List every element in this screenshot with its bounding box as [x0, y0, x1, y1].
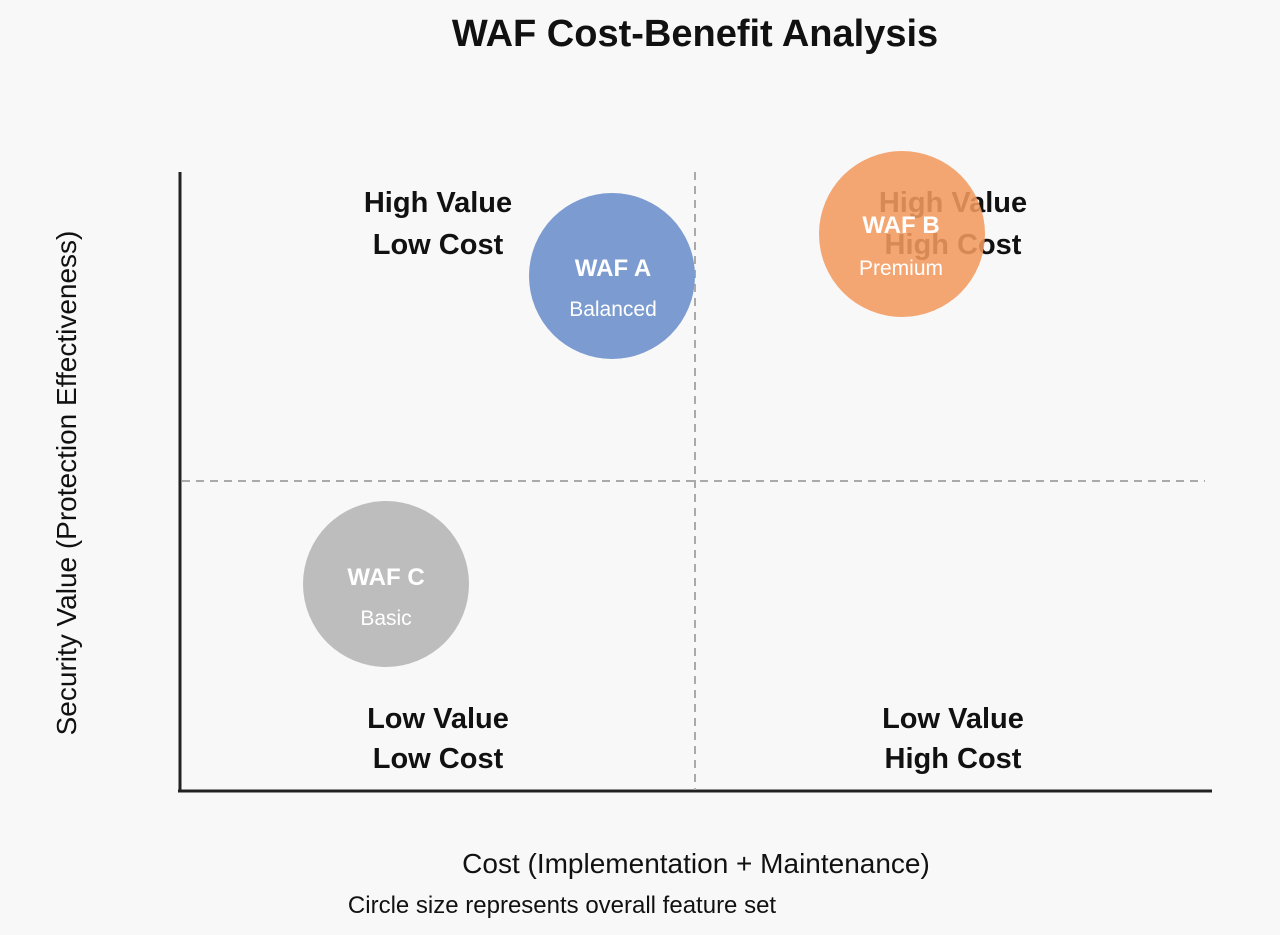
bubble-waf-b-circle	[819, 151, 985, 317]
bubble-waf-a: WAF A Balanced	[529, 193, 695, 359]
bubble-waf-a-subtitle: Balanced	[569, 298, 657, 321]
bubble-waf-c-subtitle: Basic	[360, 607, 411, 630]
quadrant-top-left-line1: High Value	[364, 187, 512, 219]
quadrant-bottom-right-line1: Low Value	[882, 703, 1024, 735]
bubble-waf-a-circle	[529, 193, 695, 359]
bubble-waf-c: WAF C Basic	[303, 501, 469, 667]
bubble-waf-b: WAF B Premium	[819, 151, 985, 317]
quadrant-bottom-left-line2: Low Cost	[373, 743, 504, 775]
bubble-waf-a-name: WAF A	[575, 255, 651, 282]
diagram-title: WAF Cost-Benefit Analysis	[452, 13, 938, 55]
bubble-waf-b-name: WAF B	[862, 212, 939, 239]
bubble-waf-c-name: WAF C	[347, 564, 424, 591]
bubble-waf-b-subtitle: Premium	[859, 257, 943, 280]
y-axis-label: Security Value (Protection Effectiveness…	[51, 231, 82, 736]
bubble-waf-c-circle	[303, 501, 469, 667]
x-axis-label: Cost (Implementation + Maintenance)	[462, 848, 930, 879]
quadrant-top-left-line2: Low Cost	[373, 229, 504, 261]
quadrant-bottom-left-line1: Low Value	[367, 703, 509, 735]
quadrant-bottom-right-line2: High Cost	[885, 743, 1022, 775]
size-note: Circle size represents overall feature s…	[348, 892, 777, 919]
